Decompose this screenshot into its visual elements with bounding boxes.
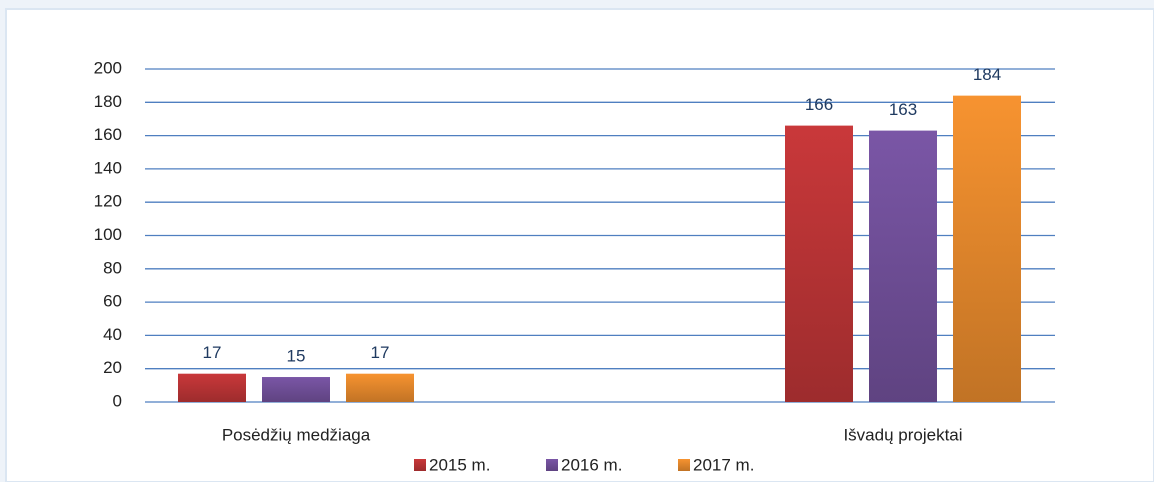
- bar: [785, 125, 853, 403]
- y-tick-label: 200: [94, 58, 122, 77]
- legend-label: 2017 m.: [693, 455, 754, 474]
- y-tick-label: 80: [103, 258, 122, 277]
- value-label: 184: [973, 65, 1001, 84]
- bar: [262, 377, 330, 402]
- y-tick-label: 140: [94, 158, 122, 177]
- value-label: 163: [889, 100, 917, 119]
- y-tick-label: 60: [103, 292, 122, 311]
- bar: [869, 130, 937, 403]
- y-tick-label: 160: [94, 125, 122, 144]
- legend-label: 2015 m.: [429, 455, 490, 474]
- value-label: 17: [203, 343, 222, 362]
- value-label: 17: [371, 343, 390, 362]
- value-label: 166: [805, 95, 833, 114]
- y-tick-label: 40: [103, 325, 122, 344]
- y-tick-label: 120: [94, 192, 122, 211]
- legend-swatch: [414, 459, 426, 471]
- legend-label: 2016 m.: [561, 455, 622, 474]
- bar: [346, 373, 414, 402]
- y-tick-label: 0: [113, 391, 122, 410]
- y-tick-label: 20: [103, 358, 122, 377]
- y-tick-label: 180: [94, 92, 122, 111]
- legend-swatch: [678, 459, 690, 471]
- x-tick-label: Posėdžių medžiaga: [222, 425, 371, 444]
- x-tick-label: Išvadų projektai: [843, 425, 962, 444]
- bar: [953, 95, 1021, 402]
- legend-swatch: [546, 459, 558, 471]
- y-tick-label: 100: [94, 225, 122, 244]
- bar: [178, 373, 246, 402]
- value-label: 15: [287, 347, 306, 366]
